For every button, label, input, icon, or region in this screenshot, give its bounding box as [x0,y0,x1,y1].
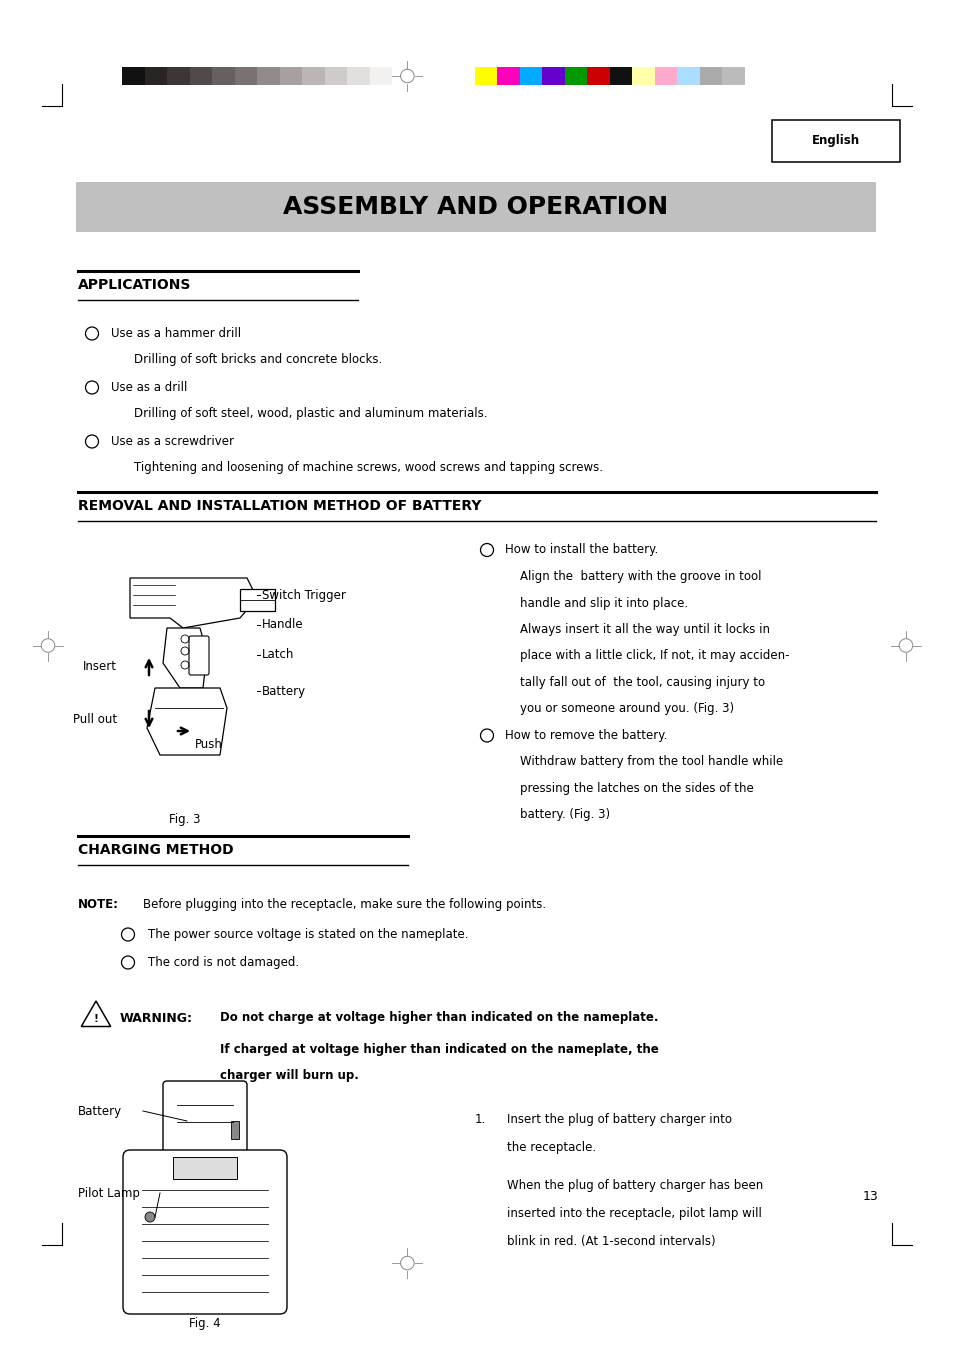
Circle shape [145,1212,154,1223]
Text: Do not charge at voltage higher than indicated on the nameplate.: Do not charge at voltage higher than ind… [220,1012,658,1024]
Text: The power source voltage is stated on the nameplate.: The power source voltage is stated on th… [148,928,468,942]
Bar [655,68,677,85]
Text: 1.: 1. [475,1113,486,1125]
Text: Use as a hammer drill: Use as a hammer drill [111,327,241,340]
Bar [519,68,542,85]
Bar [234,68,256,85]
Text: blink in red. (At 1-second intervals): blink in red. (At 1-second intervals) [506,1235,715,1248]
Text: tally fall out of  the tool, causing injury to: tally fall out of the tool, causing inju… [519,676,764,689]
Text: How to install the battery.: How to install the battery. [504,543,658,557]
Text: the receptacle.: the receptacle. [506,1142,596,1154]
Text: When the plug of battery charger has been: When the plug of battery charger has bee… [506,1179,762,1192]
Text: Battery: Battery [78,1105,122,1117]
Bar [231,1121,239,1139]
Bar [172,1156,236,1179]
Bar [212,68,234,85]
Bar [167,68,190,85]
FancyBboxPatch shape [123,1150,287,1315]
Text: charger will burn up.: charger will burn up. [220,1070,358,1082]
Text: battery. (Fig. 3): battery. (Fig. 3) [519,808,610,821]
Bar [347,68,369,85]
FancyBboxPatch shape [163,1081,247,1161]
FancyBboxPatch shape [189,636,209,676]
Text: Tightening and loosening of machine screws, wood screws and tapping screws.: Tightening and loosening of machine scre… [133,461,602,474]
Text: Latch: Latch [262,648,294,662]
Text: Always insert it all the way until it locks in: Always insert it all the way until it lo… [519,623,769,636]
Text: APPLICATIONS: APPLICATIONS [78,278,192,292]
Bar [144,68,167,85]
Text: Before plugging into the receptacle, make sure the following points.: Before plugging into the receptacle, mak… [143,898,545,911]
Text: inserted into the receptacle, pilot lamp will: inserted into the receptacle, pilot lamp… [506,1206,761,1220]
Text: CHARGING METHOD: CHARGING METHOD [78,843,233,857]
Text: Align the  battery with the groove in tool: Align the battery with the groove in too… [519,570,760,584]
Text: Use as a screwdriver: Use as a screwdriver [111,435,233,449]
Text: Insert: Insert [83,659,117,673]
Text: Fig. 4: Fig. 4 [189,1316,220,1329]
Text: place with a little click, If not, it may acciden-: place with a little click, If not, it ma… [519,650,789,662]
Bar [677,68,700,85]
Text: Pilot Lamp: Pilot Lamp [78,1186,140,1200]
Text: How to remove the battery.: How to remove the battery. [504,730,667,742]
Text: Switch Trigger: Switch Trigger [262,589,346,601]
Text: pressing the latches on the sides of the: pressing the latches on the sides of the [519,782,753,794]
Polygon shape [163,628,207,688]
Bar [369,68,392,85]
Text: The cord is not damaged.: The cord is not damaged. [148,957,299,969]
Bar [721,68,744,85]
Text: Withdraw battery from the tool handle while: Withdraw battery from the tool handle wh… [519,755,782,769]
Bar [76,182,875,232]
Text: Battery: Battery [262,685,306,697]
Bar [279,68,302,85]
Text: Handle: Handle [262,619,303,631]
Text: English: English [811,135,860,147]
Bar [190,68,212,85]
Text: If charged at voltage higher than indicated on the nameplate, the: If charged at voltage higher than indica… [220,1043,659,1056]
Text: Use as a drill: Use as a drill [111,381,187,394]
Text: REMOVAL AND INSTALLATION METHOD OF BATTERY: REMOVAL AND INSTALLATION METHOD OF BATTE… [78,499,481,513]
Text: 13: 13 [862,1189,877,1202]
Bar [542,68,564,85]
Bar [587,68,609,85]
Bar [256,68,279,85]
Bar [497,68,519,85]
Bar [240,589,274,611]
Text: Drilling of soft bricks and concrete blocks.: Drilling of soft bricks and concrete blo… [133,353,382,366]
Bar [324,68,347,85]
Bar [632,68,655,85]
Bar [700,68,721,85]
Polygon shape [81,1001,111,1027]
Text: WARNING:: WARNING: [120,1012,193,1024]
Bar [122,68,144,85]
Text: you or someone around you. (Fig. 3): you or someone around you. (Fig. 3) [519,703,734,716]
Text: Pull out: Pull out [72,712,117,725]
Polygon shape [147,688,227,755]
Bar [302,68,324,85]
Text: Insert the plug of battery charger into: Insert the plug of battery charger into [506,1113,731,1125]
Text: Push: Push [194,739,223,751]
Bar [564,68,587,85]
Bar [609,68,632,85]
Text: Drilling of soft steel, wood, plastic and aluminum materials.: Drilling of soft steel, wood, plastic an… [133,407,487,420]
Polygon shape [130,578,256,628]
Bar [475,68,497,85]
Text: handle and slip it into place.: handle and slip it into place. [519,597,687,609]
Text: ASSEMBLY AND OPERATION: ASSEMBLY AND OPERATION [283,195,668,219]
Text: Fig. 3: Fig. 3 [169,813,200,827]
Bar [771,120,899,162]
Text: !: ! [93,1015,98,1024]
Text: NOTE:: NOTE: [78,898,119,911]
